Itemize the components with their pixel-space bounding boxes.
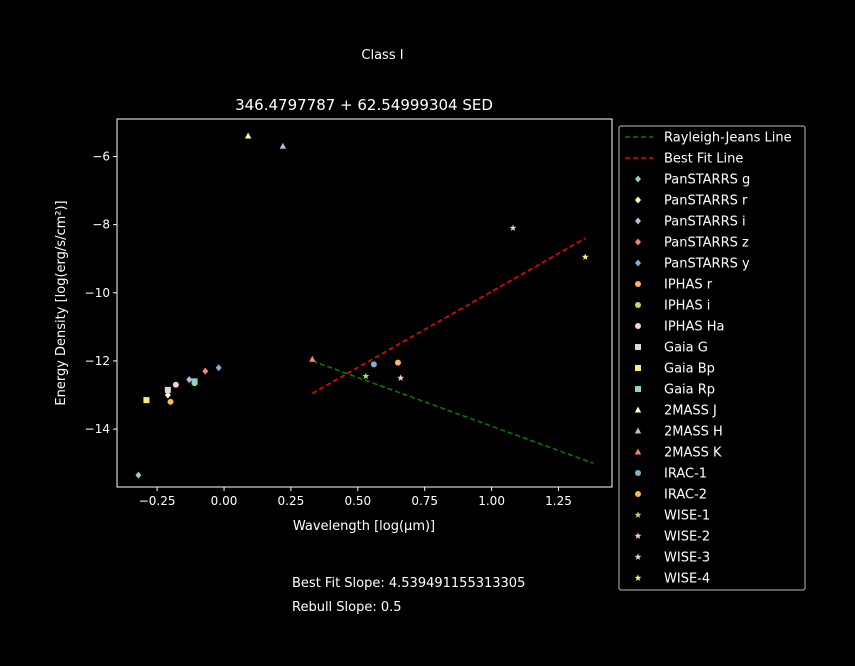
legend-swatch-gaia-rp [635,386,641,392]
legend-label-gaia-bp: Gaia Bp [664,362,715,377]
x-axis-label: Wavelength [log(μm)] [293,519,435,534]
legend-swatch-irac-1 [635,470,641,476]
2mass-k-point [309,355,316,362]
gaia-bp-point [143,397,150,404]
legend-swatch-iphas-ha [635,323,641,329]
figure-suptitle: Class I [361,48,404,63]
legend-label-irac-2: IRAC-2 [664,488,707,503]
legend-swatch-gaia-g [635,344,641,350]
data-points [135,132,589,479]
y-tick-label: −12 [85,354,110,368]
gaia-rp-point [191,378,198,385]
y-tick-label: −14 [85,422,110,436]
legend-swatch-wise-4 [634,574,642,581]
legend-label-best-fit-line: Best Fit Line [664,152,743,167]
panstarrs-i-point [186,376,193,384]
legend-label-iphas-i: IPHAS i [664,299,710,314]
panstarrs-g-point [135,471,142,479]
legend-label-panstarrs-g: PanSTARRS g [664,173,750,188]
2mass-j-point [244,132,252,139]
legend-swatch-wise-3 [634,553,642,560]
legend-label-panstarrs-z: PanSTARRS z [664,236,749,251]
legend-label-gaia-rp: Gaia Rp [664,383,715,398]
legend-swatch-2mass-j [634,406,642,413]
legend-swatch-panstarrs-y [635,259,641,267]
x-tick-label: 0.50 [344,494,371,508]
legend-swatch-wise-1 [634,511,642,518]
legend-label-2mass-k: 2MASS K [664,446,722,461]
legend-label-wise-4: WISE-4 [664,572,710,587]
x-tick-label: 0.00 [211,494,238,508]
best-fit-line-line [311,237,586,394]
x-tick-label: 0.25 [278,494,305,508]
legend-label-wise-2: WISE-2 [664,530,710,545]
wise-2-point [397,374,405,381]
legend-label-panstarrs-i: PanSTARRS i [664,215,746,230]
legend-swatch-panstarrs-r [635,196,641,204]
legend-swatch-panstarrs-i [635,217,641,225]
x-tick-label: 1.25 [545,494,572,508]
rayleigh-jeans-line-line [312,360,594,464]
iphas-r-point [167,398,174,405]
panstarrs-y-point [215,364,222,372]
rebull-slope-text: Rebull Slope: 0.5 [292,600,402,615]
legend: Rayleigh-Jeans Line Best Fit Line PanSTARR… [618,125,806,591]
wise-3-point [509,224,517,231]
wise-1-point [362,372,370,380]
x-tick-label: 1.00 [478,494,505,508]
fit-lines [311,237,594,464]
irac-2-point [394,359,401,366]
plot-area [116,118,613,488]
x-tick-label: 0.75 [411,494,438,508]
legend-label-wise-1: WISE-1 [664,509,710,524]
legend-box [618,125,806,591]
irac-1-point [370,361,377,368]
best-fit-slope-text: Best Fit Slope: 4.539491155313305 [292,576,526,591]
legend-label-rayleigh-jeans-line: Rayleigh-Jeans Line [664,131,792,146]
legend-label-panstarrs-r: PanSTARRS r [664,194,748,209]
legend-label-iphas-ha: IPHAS Ha [664,320,724,335]
wise-4-point [581,253,589,260]
legend-swatch-2mass-k [634,448,642,455]
legend-label-iphas-r: IPHAS r [664,278,713,293]
chart-title: 346.4797787 + 62.54999304 SED [235,96,493,114]
legend-label-wise-3: WISE-3 [664,551,710,566]
y-tick-label: −6 [92,149,110,163]
legend-swatch-gaia-bp [635,365,641,371]
legend-label-2mass-j: 2MASS J [664,404,717,419]
legend-swatch-2mass-h [634,427,642,434]
legend-swatch-wise-2 [634,532,642,539]
legend-swatch-iphas-r [635,281,641,287]
legend-label-irac-1: IRAC-1 [664,467,707,482]
legend-swatch-iphas-i [635,302,641,308]
legend-swatch-panstarrs-z [635,238,641,246]
iphas-ha-point [172,381,179,388]
gaia-g-point [164,386,171,393]
panstarrs-z-point [202,367,209,375]
2mass-h-point [279,142,287,149]
legend-label-panstarrs-y: PanSTARRS y [664,257,750,272]
y-tick-label: −8 [92,218,110,232]
panstarrs-r-point [164,391,171,399]
y-tick-label: −10 [85,286,110,300]
legend-swatch-panstarrs-g [635,175,641,183]
y-axis-label: Energy Density [log(erg/s/cm²)] [54,200,69,405]
y-axis-ticks: −14 −12 −10 −8 −6 [85,149,117,436]
x-tick-label: −0.25 [139,494,176,508]
legend-label-2mass-h: 2MASS H [664,425,723,440]
x-axis-ticks: −0.25 0.00 0.25 0.50 0.75 1.00 1.25 [139,487,572,508]
legend-swatch-irac-2 [635,491,641,497]
legend-label-gaia-g: Gaia G [664,341,708,356]
